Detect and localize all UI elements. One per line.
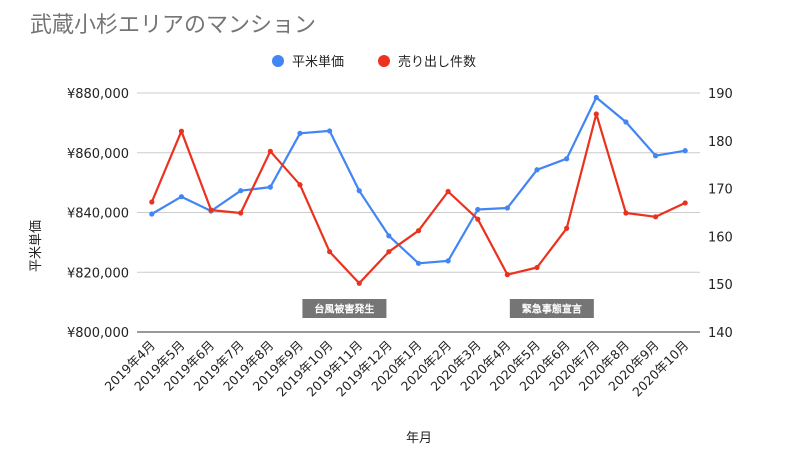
legend-label-price: 平米単価	[292, 54, 344, 70]
data-point-0	[534, 167, 540, 173]
left-axis-ticks: ¥800,000 ¥820,000 ¥840,000 ¥860,000 ¥880,000	[67, 87, 129, 341]
data-point-1	[149, 199, 155, 205]
x-axis-label: 年月	[406, 431, 432, 446]
data-point-1	[475, 216, 481, 222]
data-point-1	[504, 272, 510, 278]
legend-label-listings: 売り出し件数	[398, 54, 476, 70]
data-point-0	[267, 184, 273, 190]
legend-marker-listings	[378, 55, 390, 67]
data-point-0	[238, 188, 244, 194]
data-point-1	[623, 210, 629, 216]
series-line-1	[150, 112, 687, 285]
data-point-1	[564, 225, 570, 231]
data-point-0	[652, 153, 659, 159]
data-point-0	[504, 205, 510, 211]
x-axis-ticks: 2019年4月2019年5月2019年6月2019年7月2019年8月2019年…	[102, 338, 692, 400]
data-point-0	[445, 258, 451, 264]
left-tick-label: ¥800,000	[67, 326, 129, 341]
left-tick-label: ¥880,000	[67, 87, 129, 102]
y-axis-label: 平米単価	[28, 220, 44, 272]
data-point-0	[564, 156, 570, 162]
right-tick-label: 140	[708, 326, 733, 341]
data-point-1	[208, 207, 214, 213]
data-point-0	[178, 194, 185, 200]
data-point-0	[623, 119, 629, 125]
annotations: 台風被害発生 緊急事態宣言	[302, 299, 594, 318]
data-point-1	[178, 128, 185, 134]
annotation: 台風被害発生	[302, 299, 387, 318]
right-tick-label: 150	[708, 278, 733, 293]
data-point-0	[593, 94, 599, 101]
annotation: 緊急事態宣言	[509, 299, 594, 318]
data-point-0	[386, 233, 392, 239]
right-tick-label: 160	[708, 230, 733, 245]
left-tick-label: ¥820,000	[67, 266, 129, 281]
series-lines	[150, 96, 687, 285]
data-point-1	[415, 228, 422, 234]
annotation-label: 緊急事態宣言	[522, 303, 582, 316]
data-point-0	[297, 130, 303, 136]
left-tick-label: ¥860,000	[67, 147, 129, 162]
data-point-1	[297, 182, 303, 188]
data-point-1	[445, 188, 451, 195]
data-point-1	[682, 200, 688, 206]
data-point-1	[356, 280, 362, 286]
data-point-1	[534, 264, 540, 271]
data-point-1	[327, 249, 333, 255]
data-point-0	[682, 148, 688, 154]
data-point-1	[593, 111, 599, 117]
annotation-box	[302, 299, 387, 318]
series-line-0	[150, 96, 687, 265]
data-point-1	[386, 249, 392, 255]
data-point-0	[149, 211, 155, 217]
right-tick-label: 180	[708, 135, 733, 150]
data-point-0	[356, 188, 362, 194]
left-tick-label: ¥840,000	[67, 207, 129, 222]
right-axis-ticks: 140 150 160 170 180 190	[708, 87, 733, 341]
right-tick-label: 190	[708, 87, 733, 102]
data-point-0	[475, 206, 481, 213]
annotation-label: 台風被害発生	[314, 303, 374, 316]
chart-title: 武蔵小杉エリアのマンション	[30, 13, 316, 38]
data-point-1	[267, 148, 273, 154]
data-point-1	[652, 214, 659, 220]
data-point-0	[327, 128, 333, 134]
data-point-1	[238, 210, 244, 216]
right-tick-label: 170	[708, 183, 733, 198]
legend: 平米単価 売り出し件数	[272, 54, 476, 70]
gridlines	[137, 92, 700, 333]
series-points	[149, 94, 688, 286]
legend-marker-price	[272, 55, 284, 67]
annotation-box	[509, 299, 594, 318]
data-point-0	[415, 260, 422, 266]
